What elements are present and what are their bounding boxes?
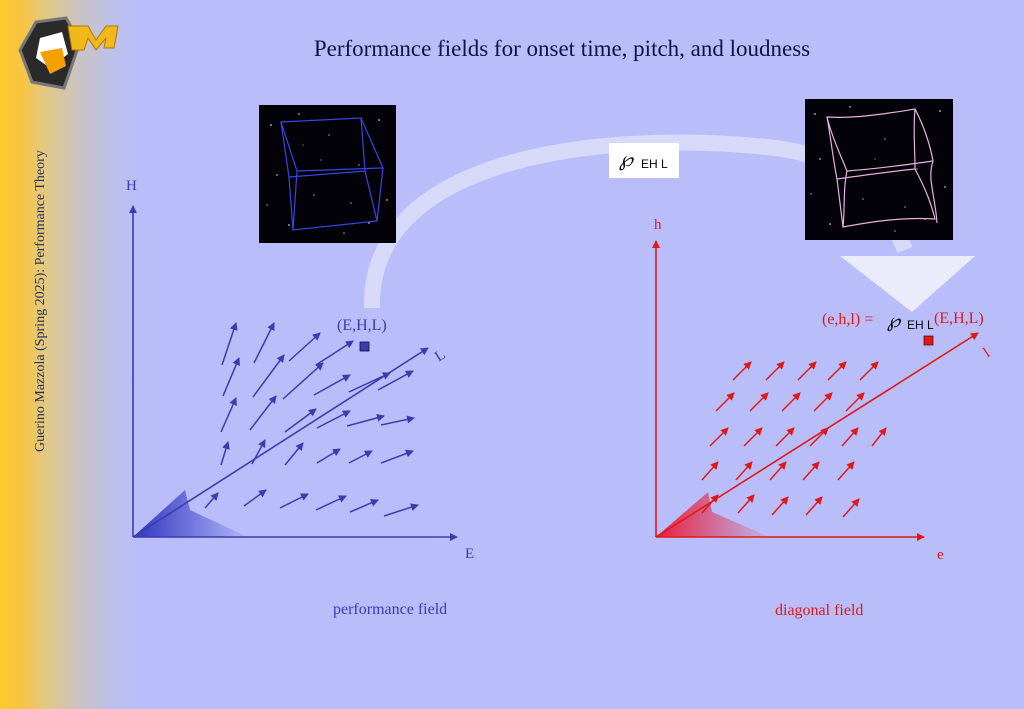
right-caption: diagonal field — [775, 602, 864, 619]
right-axis-vertical-label: h — [654, 217, 662, 233]
arrow-icon — [383, 503, 419, 517]
arrow-icon — [220, 397, 237, 433]
left-shading — [133, 490, 248, 537]
arrow-icon — [871, 427, 887, 447]
deformed-cube-image — [805, 99, 953, 240]
right-axis-diagonal — [655, 332, 979, 538]
arrow-icon — [701, 461, 719, 481]
page-title: Performance fields for onset time, pitch… — [313, 36, 811, 61]
right-point-marker — [923, 335, 934, 346]
arrow-icon — [775, 427, 795, 447]
arrow-icon — [845, 392, 865, 412]
left-vector-field — [204, 322, 419, 517]
left-axis-diagonal — [132, 347, 429, 538]
arrow-icon — [809, 427, 829, 447]
right-vector-field — [701, 361, 887, 518]
arrow-icon — [837, 461, 855, 481]
arrow-icon — [771, 496, 789, 516]
arrow-icon — [284, 408, 317, 433]
arrow-icon — [316, 410, 351, 429]
arrow-icon — [316, 448, 341, 464]
formula-prefix: (e,h,l) = — [822, 311, 874, 328]
arrow-icon — [220, 441, 230, 466]
cube-image — [259, 105, 396, 243]
arrow-icon — [253, 322, 275, 364]
arrow-icon — [288, 332, 321, 362]
left-axis-horizontal-label: E — [465, 546, 475, 562]
map-subscript: EH L — [641, 157, 668, 171]
arrow-icon — [222, 357, 240, 397]
arrow-icon — [282, 362, 324, 400]
arrow-icon — [841, 427, 859, 447]
arrow-icon — [802, 461, 820, 481]
arrow-icon — [251, 439, 266, 465]
arrow-icon — [732, 361, 752, 381]
arrow-icon — [348, 450, 373, 464]
arrow-icon — [781, 392, 801, 412]
arrow-icon — [715, 392, 735, 412]
arrow-icon — [377, 370, 414, 391]
mazzola-logo-icon — [18, 16, 119, 90]
arrow-icon — [243, 489, 267, 507]
arrow-icon — [252, 354, 285, 398]
arrow-icon — [749, 392, 769, 412]
arrow-icon — [279, 493, 309, 509]
right-shading — [656, 492, 770, 537]
wp-symbol: ℘ — [619, 149, 633, 171]
arrow-icon — [380, 449, 414, 464]
formula-suffix: (E,H,L) — [934, 310, 984, 327]
arrow-icon — [204, 492, 219, 509]
arrow-icon — [765, 361, 785, 381]
arrow-icon — [380, 415, 415, 426]
arrow-icon — [348, 372, 391, 393]
arrow-icon — [842, 498, 860, 518]
formula-wp-symbol: ℘ — [887, 311, 901, 332]
arrow-icon — [709, 427, 729, 447]
arrow-icon — [769, 461, 787, 481]
left-axis-vertical-label: H — [126, 178, 137, 194]
left-point-marker — [359, 341, 370, 352]
arrow-icon — [313, 374, 351, 396]
right-axis-horizontal-label: e — [937, 547, 944, 563]
mapping-curve-arrowhead — [840, 256, 975, 312]
arrow-icon — [701, 494, 719, 514]
arrow-icon — [315, 340, 354, 366]
arrow-icon — [827, 361, 847, 381]
arrow-icon — [349, 499, 379, 513]
arrow-icon — [797, 361, 817, 381]
left-point-label: (E,H,L) — [337, 317, 387, 334]
arrow-icon — [743, 427, 763, 447]
left-caption: performance field — [333, 601, 448, 618]
arrow-icon — [737, 494, 755, 514]
deformed-cube-icon — [810, 106, 946, 232]
arrow-icon — [221, 322, 238, 366]
mapping-symbol-box: ℘ EH L — [609, 143, 679, 178]
formula-subscript: EH L — [907, 318, 934, 332]
cube-icon — [266, 113, 388, 234]
sidebar: Guerino Mazzola (Spring 2025): Performan… — [0, 0, 140, 709]
arrow-icon — [249, 395, 277, 431]
arrow-icon — [859, 361, 879, 381]
arrow-icon — [805, 496, 823, 516]
arrow-icon — [813, 392, 833, 412]
arrow-icon — [735, 461, 753, 481]
arrow-icon — [315, 495, 347, 511]
arrow-icon — [346, 413, 385, 427]
arrow-icon — [284, 442, 304, 466]
